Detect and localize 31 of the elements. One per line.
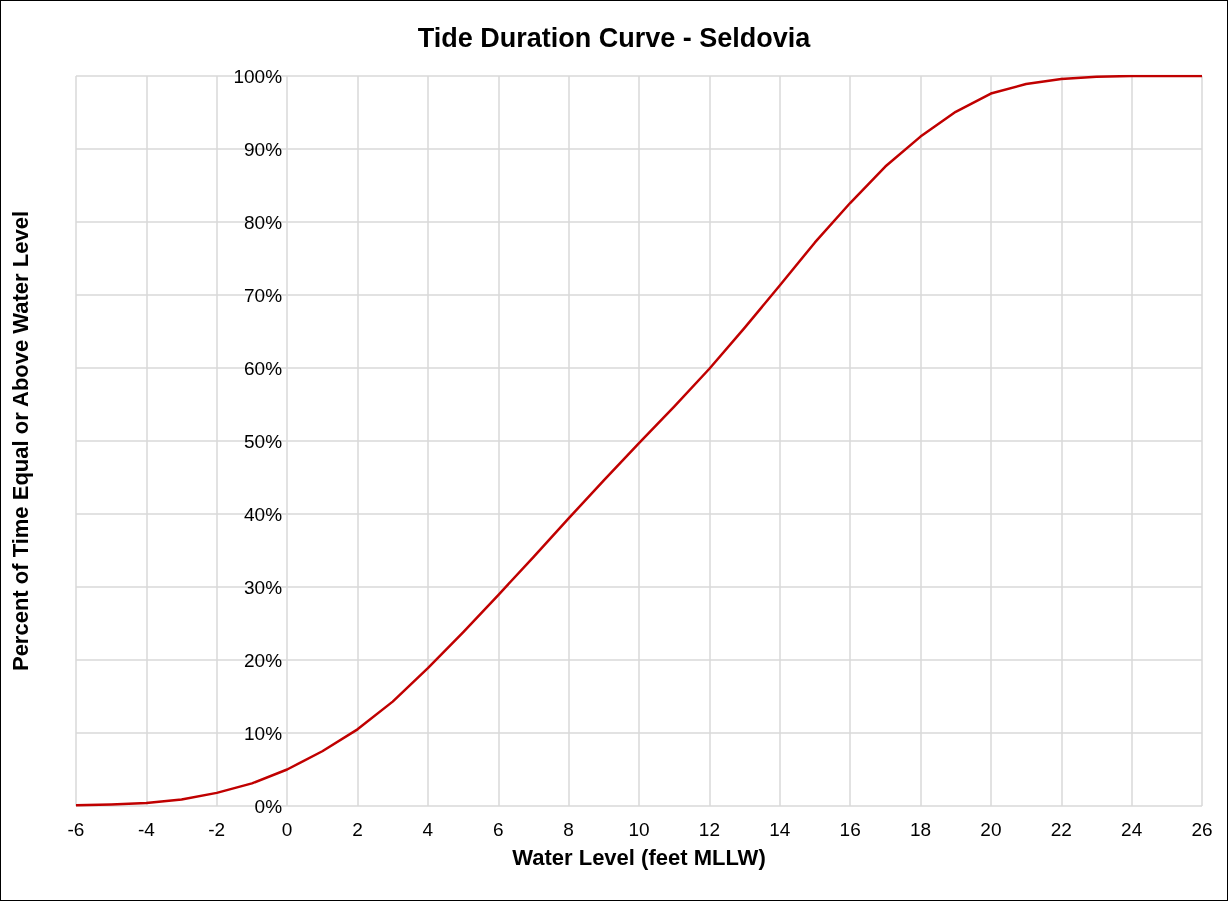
x-tick-label: 20	[980, 819, 1002, 840]
y-tick-label: 40%	[244, 503, 283, 525]
x-tick-label: 16	[839, 819, 861, 840]
y-tick-label: 50%	[244, 430, 283, 452]
y-tick-label: 100%	[233, 65, 283, 87]
y-tick-label: 0%	[254, 795, 283, 817]
y-tick-label: 70%	[244, 284, 283, 306]
x-tick-label: -6	[67, 819, 85, 840]
x-tick-label: 12	[698, 819, 720, 840]
x-tick-label: 18	[909, 819, 932, 840]
x-tick-label: 10	[628, 819, 650, 840]
x-tick-label: 0	[281, 819, 293, 840]
x-tick-label: 22	[1050, 819, 1072, 840]
x-tick-label: 2	[352, 819, 363, 840]
chart-title: Tide Duration Curve - Seldovia	[417, 22, 812, 53]
y-tick-label: 80%	[244, 211, 283, 233]
x-axis-title: Water Level (feet MLLW)	[512, 844, 766, 870]
x-tick-label: 4	[422, 819, 434, 840]
x-tick-label: -4	[137, 819, 156, 840]
y-tick-label: 10%	[244, 722, 283, 744]
y-tick-label: 90%	[244, 138, 283, 160]
x-tick-label: -2	[208, 819, 226, 840]
y-tick-label: 60%	[244, 357, 283, 379]
x-tick-label: 6	[492, 819, 504, 840]
y-axis-title: Percent of Time Equal or Above Water Level	[7, 210, 33, 672]
x-tick-label: 14	[769, 819, 791, 840]
y-tick-label: 30%	[244, 576, 283, 598]
x-tick-label: 24	[1121, 819, 1143, 840]
x-tick-label: 26	[1191, 819, 1213, 840]
y-tick-label: 20%	[244, 649, 283, 671]
x-tick-label: 8	[563, 819, 574, 840]
